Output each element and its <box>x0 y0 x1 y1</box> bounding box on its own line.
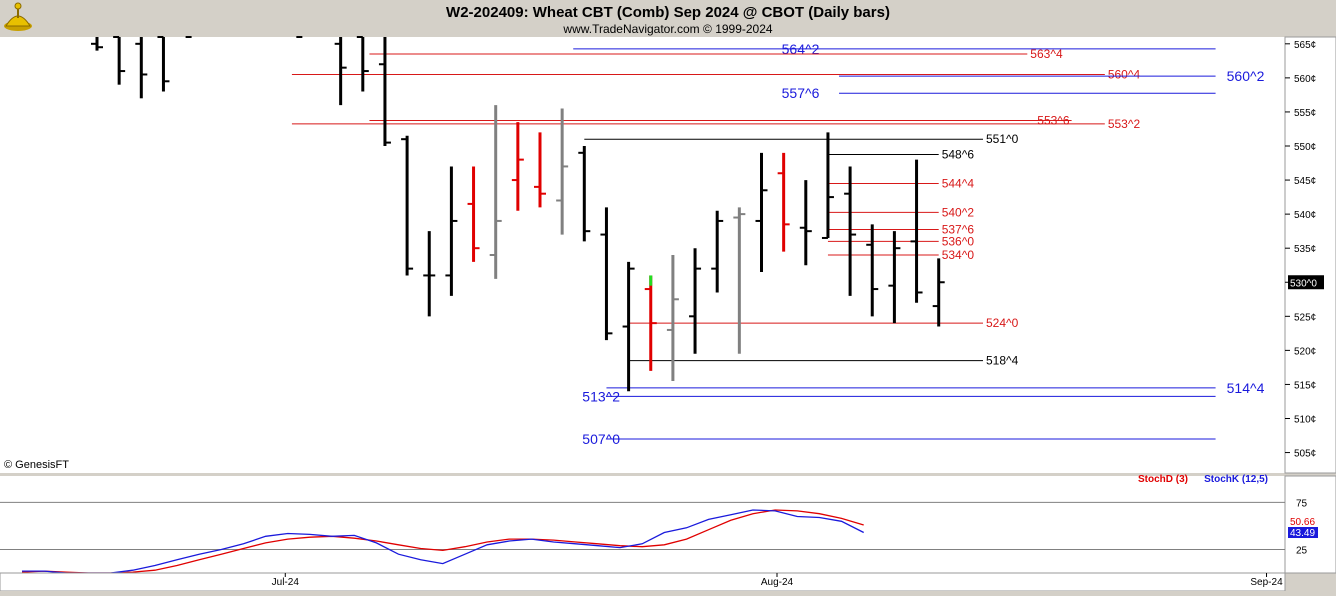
chart-title: W2-202409: Wheat CBT (Comb) Sep 2024 @ C… <box>446 4 890 21</box>
date-tick-label-2: Sep-24 <box>1250 577 1283 588</box>
stochd-last-box <box>1288 516 1318 528</box>
level-label-14: 524^0 <box>986 316 1019 330</box>
level-label-17: 513^2 <box>582 388 620 404</box>
level-label-0: 564^2 <box>782 41 820 57</box>
level-label-13: 534^0 <box>942 248 975 262</box>
stoch-series-0 <box>21 509 864 574</box>
price-tick-label-7: 540¢ <box>1294 210 1316 221</box>
level-label-15: 518^4 <box>986 354 1019 368</box>
level-label-12: 536^0 <box>942 234 975 248</box>
level-label-9: 544^4 <box>942 176 975 190</box>
level-label-2: 560^4 <box>1108 67 1141 81</box>
stoch-panel <box>0 476 1285 573</box>
price-tick-label-8: 545¢ <box>1294 176 1316 187</box>
price-axis <box>1284 36 1336 474</box>
level-label-3: 560^2 <box>1227 68 1265 84</box>
price-axis-ticks: 505¢510¢515¢520¢525¢530¢535¢540¢545¢550¢… <box>1285 40 1324 460</box>
price-tick-label-0: 505¢ <box>1294 449 1316 460</box>
chart-subtitle: www.TradeNavigator.com © 1999-2024 <box>562 22 772 36</box>
level-label-1: 563^4 <box>1030 47 1063 61</box>
level-label-16: 514^4 <box>1227 380 1265 396</box>
price-tick-label-12: 565¢ <box>1294 40 1316 51</box>
price-tick-label-10: 555¢ <box>1294 108 1316 119</box>
price-tick-label-4: 525¢ <box>1294 312 1316 323</box>
date-tick-label-0: Jul-24 <box>272 577 300 588</box>
legend-stochd: StochD (3) <box>1138 474 1188 485</box>
watermark: © GenesisFT <box>4 459 69 471</box>
last-price-box <box>1288 275 1324 290</box>
last-price-label: 530^0 <box>1290 278 1317 289</box>
price-tick-label-6: 535¢ <box>1294 244 1316 255</box>
date-axis-ticks: Jul-24 Aug-24 Sep-24 <box>272 573 1283 588</box>
legend-stochk: StochK (12,5) <box>1204 474 1268 485</box>
level-label-7: 551^0 <box>986 132 1019 146</box>
date-axis <box>0 572 1286 592</box>
date-tick-label-1: Aug-24 <box>761 577 794 588</box>
level-label-18: 507^0 <box>582 431 620 447</box>
price-tick-label-3: 520¢ <box>1294 346 1316 357</box>
level-label-5: 553^6 <box>1037 113 1070 127</box>
stochk-last-box <box>1288 527 1318 539</box>
price-tick-label-1: 510¢ <box>1294 415 1316 426</box>
level-label-4: 557^6 <box>782 85 820 101</box>
stoch-tick-label-0: 75 <box>1296 498 1308 509</box>
stochk-last-label: 43.49 <box>1290 528 1315 539</box>
level-label-6: 553^2 <box>1108 117 1141 131</box>
price-tick-label-11: 560¢ <box>1294 74 1316 85</box>
level-label-10: 540^2 <box>942 205 975 219</box>
stoch-series-1 <box>22 509 864 574</box>
stochd-last-label: 50.66 <box>1290 517 1315 528</box>
stoch-tick-label-1: 25 <box>1296 545 1308 556</box>
price-panel <box>0 37 1285 473</box>
lamp-logo-icon <box>4 2 32 31</box>
level-label-11: 537^6 <box>942 222 975 236</box>
stoch-lines <box>0 501 1285 574</box>
price-tick-label-9: 550¢ <box>1294 142 1316 153</box>
price-tick-label-2: 515¢ <box>1294 380 1316 391</box>
price-levels: 564^2 563^4 560^4 560^2 557^6 553^6 553^2 551^0… <box>291 41 1265 447</box>
level-label-8: 548^6 <box>942 148 975 162</box>
price-bars <box>91 36 945 392</box>
